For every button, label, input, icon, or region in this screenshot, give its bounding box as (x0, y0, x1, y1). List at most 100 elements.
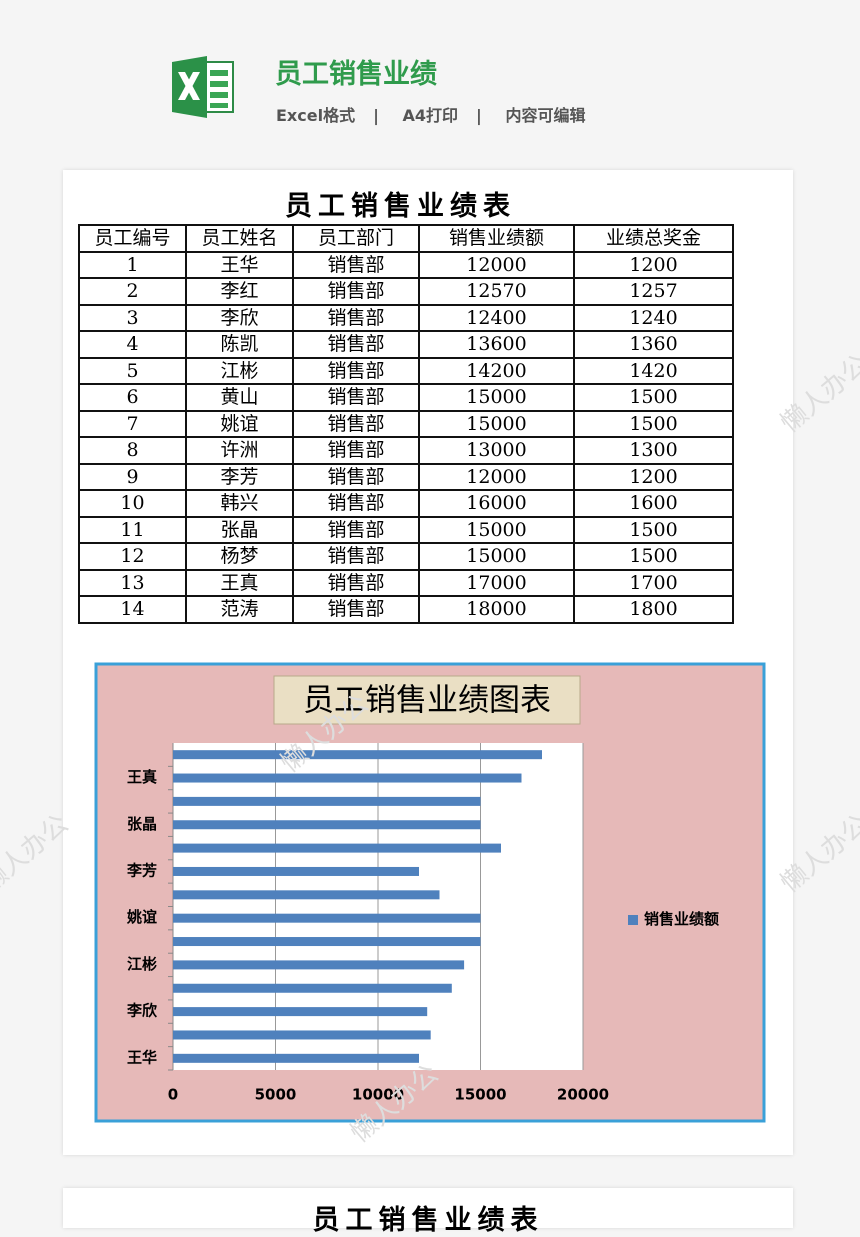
table-cell: 1200 (573, 462, 734, 491)
chart-title: 员工销售业绩图表 (303, 683, 551, 719)
table-cell: 12000 (418, 250, 575, 279)
bar (173, 773, 522, 783)
table-cell: 1360 (573, 330, 734, 359)
table-row: 6 黄山 销售部 15000 1500 (78, 383, 734, 412)
table-row: 4 陈凯 销售部 13600 1360 (78, 330, 734, 359)
table-cell: 销售部 (292, 436, 420, 465)
table-cell: 1 (78, 250, 187, 279)
legend-label: 销售业绩额 (644, 910, 719, 928)
table-cell: 陈凯 (185, 330, 294, 359)
bar (173, 1030, 431, 1040)
table-cell: 员工编号 (78, 224, 187, 253)
bar (173, 750, 542, 760)
table-cell: 销售部 (292, 462, 420, 491)
table-row: 8 许洲 销售部 13000 1300 (78, 436, 734, 465)
y-tick-label: 李芳 (126, 861, 157, 879)
table-cell: 15000 (418, 383, 575, 412)
watermark: 懒人办公 (775, 809, 860, 899)
table-row: 9 李芳 销售部 12000 1200 (78, 462, 734, 491)
table-cell: 销售部 (292, 303, 420, 332)
page-title: 员工销售业绩 (275, 59, 437, 90)
table-cell: 业绩总奖金 (573, 224, 734, 253)
table-cell: 范涛 (185, 595, 294, 624)
x-tick-label: 10000 (352, 1086, 404, 1104)
sales-table: 员工编号 员工姓名 员工部门 销售业绩额 业绩总奖金 1 王华 销售部 12000 1200 2 李红… (78, 224, 734, 624)
table-cell: 8 (78, 436, 187, 465)
table-cell: 销售部 (292, 409, 420, 438)
y-tick-label: 江彬 (127, 955, 157, 973)
table-cell: 9 (78, 462, 187, 491)
table-cell: 销售部 (292, 542, 420, 571)
bar (173, 913, 481, 923)
bar (173, 1007, 428, 1017)
bar (173, 866, 419, 876)
table-cell: 7 (78, 409, 187, 438)
table-cell: 黄山 (185, 383, 294, 412)
legend-swatch (628, 915, 638, 925)
table-cell: 销售部 (292, 330, 420, 359)
table-cell: 销售部 (292, 277, 420, 306)
separator: | (476, 106, 482, 125)
table-row: 员工编号 员工姓名 员工部门 销售业绩额 业绩总奖金 (78, 224, 734, 253)
table-cell: 李芳 (185, 462, 294, 491)
watermark: 懒人办公 (0, 809, 74, 899)
table-cell: 1500 (573, 383, 734, 412)
table-cell: 1700 (573, 568, 734, 597)
bar (173, 960, 465, 970)
feature: 内容可编辑 (505, 106, 586, 125)
watermark: 懒人办公 (775, 349, 860, 439)
table-cell: 姚谊 (185, 409, 294, 438)
table-cell: 江彬 (185, 356, 294, 385)
table-cell: 6 (78, 383, 187, 412)
table-cell: 3 (78, 303, 187, 332)
chart-title-box (273, 675, 581, 725)
bar (173, 820, 481, 830)
y-tick-label: 王真 (127, 768, 157, 786)
table-cell: 15000 (418, 542, 575, 571)
bar (173, 796, 481, 806)
table-cell: 王真 (185, 568, 294, 597)
table-cell: 韩兴 (185, 489, 294, 518)
x-tick-label: 5000 (255, 1086, 297, 1104)
table-row: 2 李红 销售部 12570 1257 (78, 277, 734, 306)
table-cell: 张晶 (185, 515, 294, 544)
table-cell: 4 (78, 330, 187, 359)
y-tick-label: 张晶 (127, 815, 157, 833)
table-cell: 员工姓名 (185, 224, 294, 253)
table-cell: 销售部 (292, 250, 420, 279)
table-cell: 11 (78, 515, 187, 544)
table-cell: 10 (78, 489, 187, 518)
table-cell: 15000 (418, 409, 575, 438)
table-cell: 销售部 (292, 383, 420, 412)
table-cell: 1500 (573, 409, 734, 438)
table-cell: 销售部 (292, 595, 420, 624)
table-cell: 李欣 (185, 303, 294, 332)
x-tick-label: 20000 (557, 1086, 609, 1104)
table-cell: 销售部 (292, 568, 420, 597)
bar (173, 983, 452, 993)
table-row: 5 江彬 销售部 14200 1420 (78, 356, 734, 385)
table-cell: 12570 (418, 277, 575, 306)
table-cell: 王华 (185, 250, 294, 279)
table-cell: 1800 (573, 595, 734, 624)
table-cell: 1600 (573, 489, 734, 518)
table-row: 7 姚谊 销售部 15000 1500 (78, 409, 734, 438)
feature: Excel格式 (276, 106, 356, 125)
table-row: 14 范涛 销售部 18000 1800 (78, 595, 734, 624)
bar (173, 1053, 419, 1063)
table-cell: 1240 (573, 303, 734, 332)
table-cell: 1500 (573, 542, 734, 571)
separator: | (373, 106, 379, 125)
table-cell: 13600 (418, 330, 575, 359)
table-cell: 1300 (573, 436, 734, 465)
table-cell: 2 (78, 277, 187, 306)
table-cell: 14 (78, 595, 187, 624)
subtitle: Excel格式 | A4打印 | 内容可编辑 (276, 102, 603, 126)
y-tick-label: 李欣 (126, 1002, 158, 1020)
bar (173, 890, 440, 900)
table-row: 3 李欣 销售部 12400 1240 (78, 303, 734, 332)
table-cell: 13000 (418, 436, 575, 465)
table-cell: 1257 (573, 277, 734, 306)
